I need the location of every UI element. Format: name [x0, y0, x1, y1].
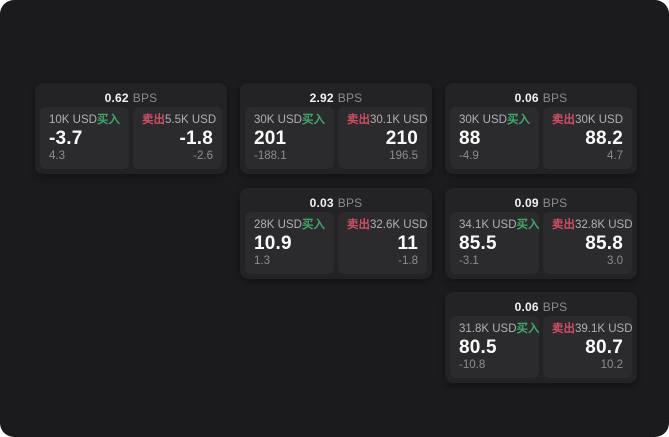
- buy-change: -3.1: [459, 255, 479, 267]
- buy-price: 80.5: [459, 336, 497, 358]
- buy-price: 88: [459, 127, 481, 149]
- buy-size: 30K USD: [254, 114, 302, 126]
- sell-panel[interactable]: 卖出 32.8K USD 85.8 3.0: [543, 212, 633, 274]
- buy-size: 34.1K USD: [459, 219, 517, 231]
- sell-label: 卖出: [552, 219, 575, 231]
- quote-panels: 30K USD 买入 88 -4.9 卖出 30K USD 88.2 4.7: [450, 107, 632, 169]
- spread-value: 0.06: [514, 299, 539, 314]
- spread-header: 2.92 BPS: [245, 88, 427, 107]
- spread-header: 0.03 BPS: [245, 193, 427, 212]
- buy-change: 4.3: [49, 150, 65, 162]
- spread-value: 2.92: [309, 90, 334, 105]
- buy-panel[interactable]: 10K USD 买入 -3.7 4.3: [40, 107, 129, 169]
- sell-label: 卖出: [552, 114, 575, 126]
- sell-price: 85.8: [585, 232, 623, 254]
- spread-header: 0.06 BPS: [450, 297, 632, 316]
- sell-size: 32.6K USD: [370, 219, 428, 231]
- sell-size: 5.5K USD: [165, 114, 217, 126]
- sell-change: 4.7: [607, 150, 623, 162]
- quote-card-4: 0.03 BPS 28K USD 买入 10.9 1.3 卖出 32.6K US…: [240, 188, 432, 279]
- spread-unit: BPS: [132, 90, 158, 105]
- buy-label: 买入: [516, 323, 540, 335]
- spread-value: 0.09: [514, 195, 539, 210]
- spread-value: 0.06: [514, 90, 539, 105]
- buy-label: 买入: [302, 114, 325, 126]
- buy-change: -4.9: [459, 150, 479, 162]
- buy-panel[interactable]: 30K USD 买入 88 -4.9: [450, 107, 539, 169]
- sell-price: 210: [385, 127, 418, 149]
- spread-unit: BPS: [337, 90, 363, 105]
- spread-unit: BPS: [542, 90, 568, 105]
- sell-label: 卖出: [142, 114, 165, 126]
- sell-size: 30K USD: [575, 114, 623, 126]
- buy-price: -3.7: [49, 127, 83, 149]
- buy-change: 1.3: [254, 255, 270, 267]
- spread-unit: BPS: [337, 195, 363, 210]
- sell-price: 11: [397, 232, 418, 254]
- buy-price: 201: [254, 127, 287, 149]
- sell-panel[interactable]: 卖出 32.6K USD 11 -1.8: [338, 212, 428, 274]
- quote-panels: 34.1K USD 买入 85.5 -3.1 卖出 32.8K USD 85.8…: [450, 212, 633, 274]
- sell-price: 80.7: [585, 336, 623, 358]
- buy-size: 28K USD: [254, 219, 302, 231]
- sell-panel[interactable]: 卖出 5.5K USD -1.8 -2.6: [133, 107, 222, 169]
- quote-card-1: 0.62 BPS 10K USD 买入 -3.7 4.3 卖出 5.5K USD…: [35, 83, 227, 174]
- sell-panel[interactable]: 卖出 30.1K USD 210 196.5: [338, 107, 428, 169]
- buy-change: -10.8: [459, 359, 486, 371]
- buy-panel[interactable]: 28K USD 买入 10.9 1.3: [245, 212, 334, 274]
- buy-label: 买入: [97, 114, 120, 126]
- sell-price: -1.8: [179, 127, 213, 149]
- spread-value: 0.03: [309, 195, 334, 210]
- quote-panels: 30K USD 买入 201 -188.1 卖出 30.1K USD 210 1…: [245, 107, 428, 169]
- buy-price: 85.5: [459, 232, 497, 254]
- spread-unit: BPS: [542, 195, 568, 210]
- sell-size: 39.1K USD: [575, 323, 633, 335]
- buy-panel[interactable]: 31.8K USD 买入 80.5 -10.8: [450, 316, 540, 378]
- buy-label: 买入: [516, 219, 540, 231]
- quote-panels: 28K USD 买入 10.9 1.3 卖出 32.6K USD 11 -1.8: [245, 212, 428, 274]
- sell-price: 88.2: [585, 127, 623, 149]
- buy-label: 买入: [302, 219, 325, 231]
- buy-price: 10.9: [254, 232, 292, 254]
- sell-change: 10.2: [600, 359, 623, 371]
- quote-panels: 10K USD 买入 -3.7 4.3 卖出 5.5K USD -1.8 -2.…: [40, 107, 222, 169]
- spread-header: 0.62 BPS: [40, 88, 222, 107]
- sell-size: 32.8K USD: [575, 219, 633, 231]
- quote-card-6: 0.06 BPS 31.8K USD 买入 80.5 -10.8 卖出 39.1…: [445, 292, 637, 383]
- sell-label: 卖出: [347, 219, 370, 231]
- quote-card-5: 0.09 BPS 34.1K USD 买入 85.5 -3.1 卖出 32.8K…: [445, 188, 637, 279]
- sell-change: 196.5: [389, 150, 418, 162]
- spread-header: 0.06 BPS: [450, 88, 632, 107]
- sell-label: 卖出: [347, 114, 370, 126]
- buy-panel[interactable]: 34.1K USD 买入 85.5 -3.1: [450, 212, 540, 274]
- buy-size: 31.8K USD: [459, 323, 517, 335]
- sell-change: 3.0: [607, 255, 623, 267]
- sell-panel[interactable]: 卖出 39.1K USD 80.7 10.2: [543, 316, 633, 378]
- spread-unit: BPS: [542, 299, 568, 314]
- sell-panel[interactable]: 卖出 30K USD 88.2 4.7: [543, 107, 632, 169]
- buy-size: 30K USD: [459, 114, 507, 126]
- sell-change: -1.8: [398, 255, 418, 267]
- spread-value: 0.62: [104, 90, 129, 105]
- buy-change: -188.1: [254, 150, 287, 162]
- buy-label: 买入: [507, 114, 530, 126]
- sell-change: -2.6: [193, 150, 213, 162]
- sell-size: 30.1K USD: [370, 114, 428, 126]
- buy-size: 10K USD: [49, 114, 97, 126]
- quote-card-3: 0.06 BPS 30K USD 买入 88 -4.9 卖出 30K USD 8…: [445, 83, 637, 174]
- spread-header: 0.09 BPS: [450, 193, 632, 212]
- quote-card-2: 2.92 BPS 30K USD 买入 201 -188.1 卖出 30.1K …: [240, 83, 432, 174]
- buy-panel[interactable]: 30K USD 买入 201 -188.1: [245, 107, 334, 169]
- quote-panels: 31.8K USD 买入 80.5 -10.8 卖出 39.1K USD 80.…: [450, 316, 633, 378]
- sell-label: 卖出: [552, 323, 575, 335]
